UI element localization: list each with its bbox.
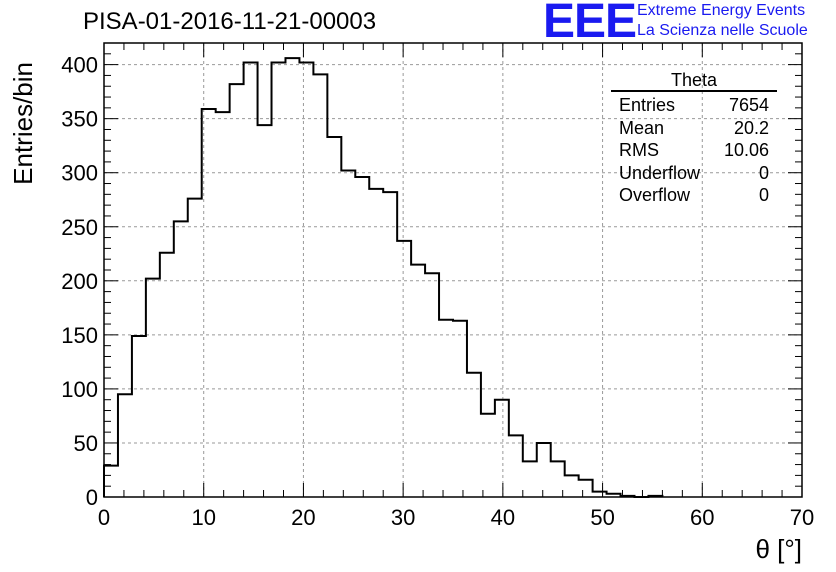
y-tick-labels: 0 50 100 150 200 250 300 350 400 [61, 53, 98, 510]
y-axis-title: Entries/bin [8, 62, 38, 185]
logo-mark: EEE [543, 0, 637, 48]
x-tick-label: 10 [191, 505, 215, 530]
y-tick-label: 250 [61, 215, 98, 240]
logo-line-1: Extreme Energy Events [637, 2, 806, 19]
stats-label: Overflow [619, 185, 691, 205]
stats-label: Mean [619, 117, 665, 138]
y-tick-label: 100 [61, 377, 98, 402]
x-tick-label: 40 [491, 505, 515, 530]
stats-label: RMS [619, 140, 659, 160]
stats-box: Theta Entries 7654 Mean 20.2 RMS 10.06 Underfl… [611, 70, 777, 207]
y-tick-label: 350 [61, 107, 98, 132]
stats-label: Underflow [619, 162, 701, 183]
stats-row: Entries 7654 [611, 94, 777, 117]
chart-title: PISA-01-2016-11-21-00003 [83, 8, 377, 35]
stats-value: 0 [758, 185, 769, 205]
y-tick-label: 200 [61, 269, 98, 294]
stats-rows: Entries 7654 Mean 20.2 RMS 10.06 Underflow 0 Ove… [611, 94, 777, 207]
y-tick-label: 150 [61, 323, 98, 348]
x-tick-label: 20 [291, 505, 315, 530]
x-axis-title: θ [°] [755, 534, 802, 564]
y-tick-label: 300 [61, 161, 98, 186]
x-tick-label: 60 [690, 505, 714, 530]
stats-value: 20.2 [733, 117, 769, 138]
grid-lines [104, 43, 802, 497]
histogram-step-line [103, 57, 664, 498]
x-tick-label: 0 [98, 505, 110, 530]
stats-row: Underflow 0 [611, 162, 777, 185]
logo-line-2: La Scienza nelle Scuole [637, 22, 808, 39]
x-tick-labels: 0 10 20 30 40 50 60 70 [98, 505, 814, 530]
stats-row: Overflow 0 [611, 184, 777, 207]
stats-value: 0 [758, 162, 769, 183]
axis-ticks [103, 42, 803, 498]
stats-label: Entries [619, 95, 676, 115]
x-tick-label: 70 [790, 505, 814, 530]
y-tick-label: 0 [86, 485, 98, 510]
plot-frame [103, 42, 803, 498]
stats-row: RMS 10.06 [611, 139, 777, 162]
eee-logo: EEE Extreme Energy Events La Scienza nel… [543, 0, 833, 48]
stats-title: Theta [611, 70, 777, 92]
x-tick-label: 30 [391, 505, 415, 530]
stats-row: Mean 20.2 [611, 117, 777, 140]
stats-value: 10.06 [723, 140, 769, 160]
x-tick-label: 50 [590, 505, 614, 530]
stats-value: 7654 [728, 95, 769, 115]
y-tick-label: 400 [61, 53, 98, 78]
y-tick-label: 50 [74, 431, 98, 456]
